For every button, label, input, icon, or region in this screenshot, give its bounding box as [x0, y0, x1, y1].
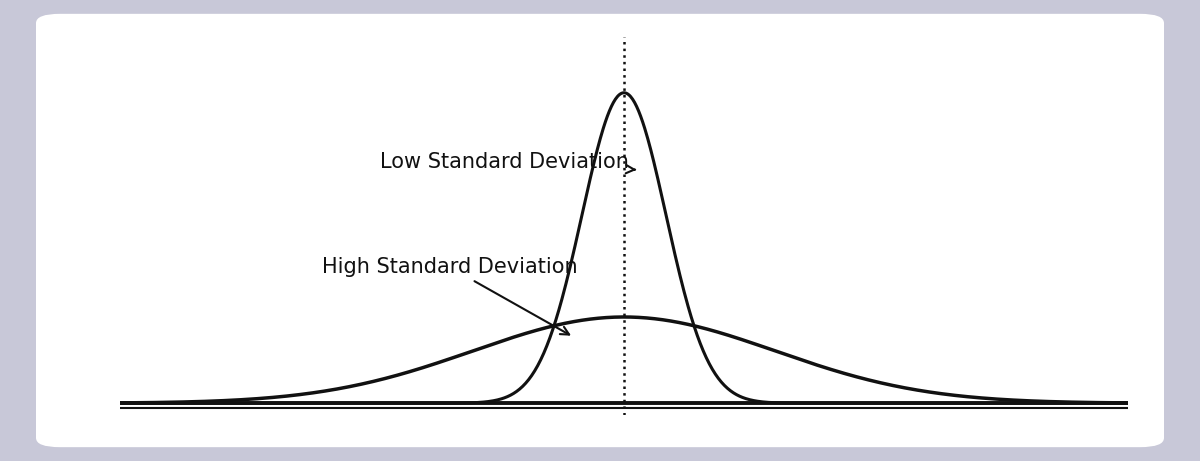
FancyBboxPatch shape [36, 14, 1164, 447]
Text: Low Standard Deviation: Low Standard Deviation [380, 152, 635, 173]
Text: High Standard Deviation: High Standard Deviation [322, 257, 577, 335]
